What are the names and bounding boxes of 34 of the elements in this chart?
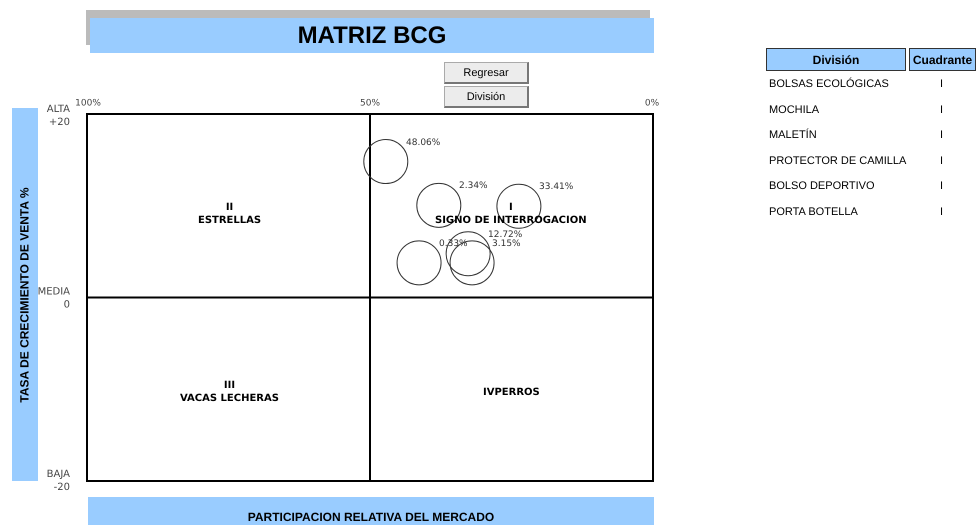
text: I <box>940 129 944 141</box>
x-tick-label: 0% <box>644 98 660 108</box>
annotation: 3.15% <box>492 239 522 249</box>
regresar-button: Regresar <box>444 62 529 84</box>
text: PROTECTOR DE CAMILLA <box>769 154 906 166</box>
annotation: 2.34% <box>459 181 488 191</box>
text: Cuadrante <box>909 48 976 71</box>
annotation: IVPERROS <box>483 387 540 398</box>
annotation: II ESTRELLAS <box>198 202 262 226</box>
division-button: División <box>444 86 529 108</box>
x-tick-label: 100% <box>75 98 102 108</box>
x-tick-label: 50% <box>360 98 380 108</box>
text: BOLSAS ECOLÓGICAS <box>769 78 889 90</box>
annotation: 33.41% <box>539 182 574 192</box>
text: MOCHILA <box>769 104 820 116</box>
text: MALETÍN <box>769 129 817 141</box>
chart-title: MATRIZ BCG <box>90 18 654 53</box>
y-axis-title: TASA DE CRECIMIENTO DE VENTA % <box>18 186 32 402</box>
point <box>363 139 408 184</box>
x-axis-title: PARTICIPACION RELATIVA DEL MERCADO <box>88 497 654 525</box>
text: BOLSO DEPORTIVO <box>769 180 875 192</box>
text: I <box>940 104 944 116</box>
text: I <box>940 206 944 218</box>
text: División <box>766 48 906 71</box>
y-tick-label: MEDIA 0 <box>38 286 70 310</box>
text: I <box>940 78 944 90</box>
y-tick-label: ALTA +20 <box>46 104 70 128</box>
annotation: 12.72% <box>488 230 523 240</box>
annotation: III VACAS LECHERAS <box>180 380 279 404</box>
text: PORTA BOTELLA <box>769 206 858 218</box>
text: I <box>940 154 944 166</box>
y-tick-label: BAJA -20 <box>46 469 70 493</box>
annotation: 48.06% <box>406 138 441 148</box>
text: I <box>940 180 944 192</box>
